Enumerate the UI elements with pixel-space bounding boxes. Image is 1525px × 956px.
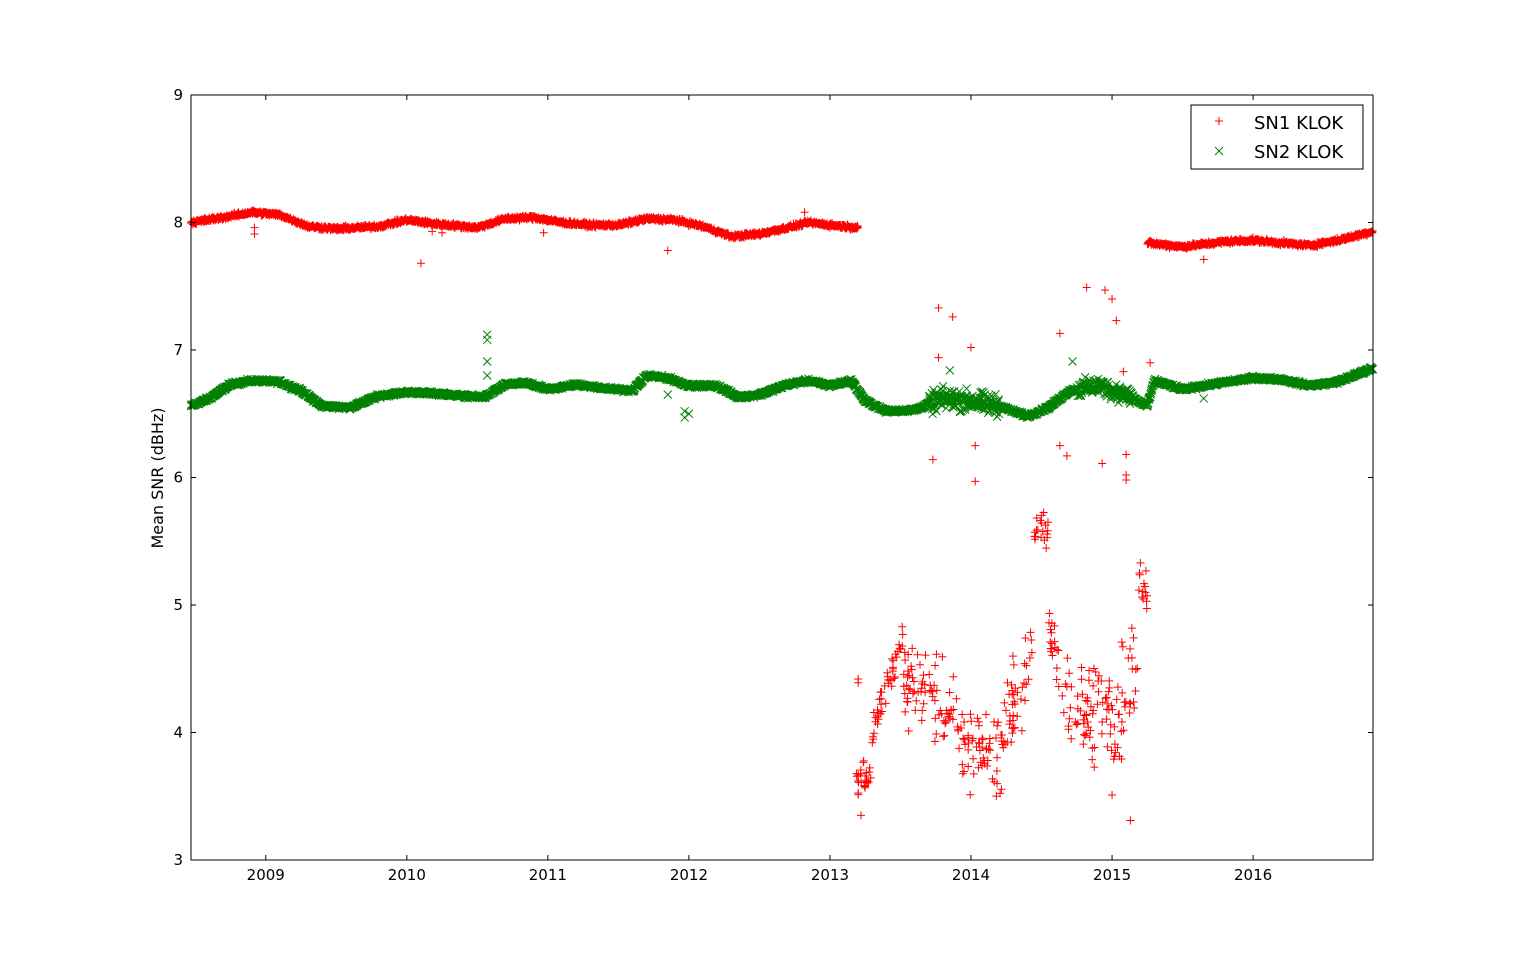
series-sn2-klok [186,330,1378,422]
data-point-sn2 [928,409,937,419]
data-point-sn2 [932,406,941,416]
data-point-sn2 [947,387,957,397]
data-point-sn2 [962,384,971,393]
data-point-sn2 [938,381,948,391]
data-point-sn2 [956,406,965,416]
data-point-sn2 [991,390,1000,399]
